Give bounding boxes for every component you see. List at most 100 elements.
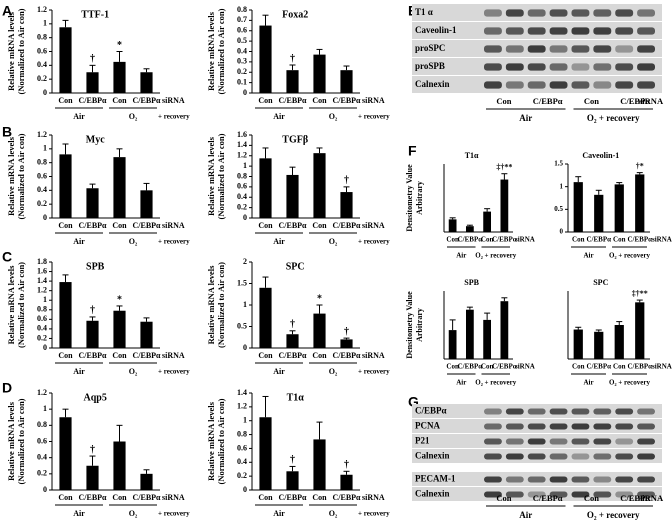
y-tick-label: 1.5 [554,160,563,168]
y-tick-label: 0 [243,213,247,222]
chart-title: TTF-1 [81,9,109,20]
y-tick-label: 0.6 [237,26,247,35]
y-axis-label: Relative mRNA levels [6,11,16,91]
blot-band [571,45,590,53]
y-tick-label: 1.4 [237,140,247,149]
bar [340,70,353,93]
blot-band [571,491,590,498]
blot-category: C/EBPα [533,493,563,503]
blot-band [637,408,655,415]
bar [140,321,153,348]
group-note: + recovery [158,238,190,246]
blot-band [505,491,524,498]
blot-band [593,423,612,430]
chart-title: Foxa2 [282,9,308,20]
group-note: + recovery [358,113,390,121]
bar [59,282,72,348]
x-tick-label: Con [58,221,73,230]
blot-band [505,423,524,430]
y-tick-label: 1.6 [37,266,47,275]
bar [448,219,457,232]
y-tick-label: 0.8 [37,420,47,429]
y-tick-label: 1.4 [237,388,247,397]
y-tick-label: 0.2 [37,333,47,342]
blot-band [593,476,612,483]
blot-band [505,81,524,89]
blot-band [505,408,524,415]
x-tick-label: Con [446,236,459,244]
blot-band [637,453,655,460]
chart-title: T1α [287,392,305,403]
suffix-label: siRNA [362,351,385,360]
x-tick-label: C/EBPα [132,493,161,502]
chart-title: T1α [465,151,479,160]
y-tick-label: 0 [43,485,47,494]
blot-band [615,63,634,71]
annotation: † [290,319,295,330]
group-label: O₂ [329,237,338,246]
blot-band [527,453,546,460]
y-tick-label: 0.4 [237,46,247,55]
bar [59,417,72,490]
blot-band [527,438,546,445]
bar [500,179,509,232]
bar [86,72,99,93]
y-tick-label: 0.8 [37,32,47,41]
bar [340,339,353,348]
bar [313,439,326,490]
y-axis-label: (Normalized to Air con) [16,398,26,484]
y-axis-label: Arbitrary [415,181,424,215]
bar [313,313,326,348]
chart-title: Caveolin-1 [582,151,619,160]
blot-band [484,423,502,430]
y-tick-label: 0.6 [37,46,47,55]
y-tick-label: 1.2 [37,5,47,14]
group-label: Air [273,237,285,246]
group-label: O₂ + recovery [587,510,640,520]
bar [500,301,509,359]
bar [340,192,353,218]
bar [313,153,326,218]
blot-band [527,81,546,89]
bar [573,329,583,359]
bar [313,54,326,93]
y-axis-label: Relative mRNA levels [6,136,16,216]
bar [286,174,299,218]
y-tick-label: 0.8 [237,5,247,14]
chart-title: TGFβ [282,134,308,145]
y-tick-label: 1 [43,404,47,413]
blot-row-label: Caveolin-1 [415,25,457,35]
x-tick-label: Con [58,351,73,360]
y-tick-label: 1.2 [237,402,247,411]
group-label: Air [73,367,85,376]
annotation: † [344,460,349,471]
blot-row-label: T1 α [415,7,433,17]
y-tick-label: 0.8 [37,157,47,166]
y-axis-label: Densitometry Value [405,164,414,232]
x-tick-label: C/EBPα [78,351,107,360]
blot-row-label: Calnexin [415,79,450,89]
blot-band [549,81,568,89]
blot-band [615,81,634,89]
blot-band [637,423,655,430]
blot-band [571,9,590,17]
group-label: O₂ [329,112,338,121]
x-tick-label: C/EBPα [492,363,517,371]
y-tick-label: 1 [43,19,47,28]
y-tick-label: 0 [560,228,564,236]
blot-band [571,63,590,71]
x-tick-label: C/EBPα [492,236,517,244]
bar [340,474,353,490]
chart-title: SPC [593,278,608,287]
annotation: * [117,40,122,51]
x-tick-label: Con [112,96,127,105]
y-tick-label: 0.8 [237,429,247,438]
y-tick-label: 1.5 [237,278,247,287]
suffix-label: siRNA [515,363,535,371]
chart-title: SPC [286,261,305,272]
x-tick-label: Con [258,96,273,105]
blot-band [484,27,502,35]
y-tick-label: 0.4 [237,192,247,201]
x-tick-label: C/EBPα [278,221,307,230]
group-label: Air [519,510,532,520]
